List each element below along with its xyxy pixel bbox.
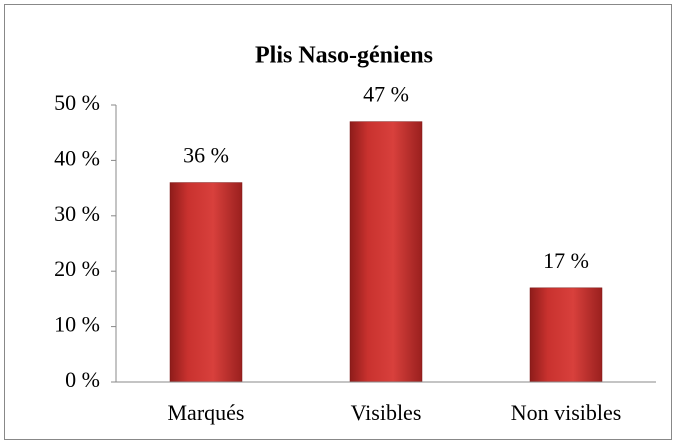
chart-title: Plis Naso-géniens bbox=[255, 43, 433, 69]
value-label: 47 % bbox=[363, 82, 409, 107]
y-tick-label: 20 % bbox=[54, 256, 100, 281]
bar bbox=[529, 287, 603, 383]
x-tick-label: Visibles bbox=[351, 400, 422, 425]
y-tick-label: 0 % bbox=[65, 367, 100, 392]
x-tick-label: Marqués bbox=[168, 400, 245, 425]
y-tick-label: 10 % bbox=[54, 312, 100, 337]
value-label: 17 % bbox=[543, 248, 589, 273]
x-tick-label: Non visibles bbox=[511, 400, 622, 425]
y-tick-label: 30 % bbox=[54, 201, 100, 226]
bar bbox=[169, 182, 243, 383]
value-label: 36 % bbox=[183, 143, 229, 168]
y-tick-label: 50 % bbox=[54, 90, 100, 115]
bar bbox=[349, 121, 423, 383]
y-tick-label: 40 % bbox=[54, 145, 100, 170]
